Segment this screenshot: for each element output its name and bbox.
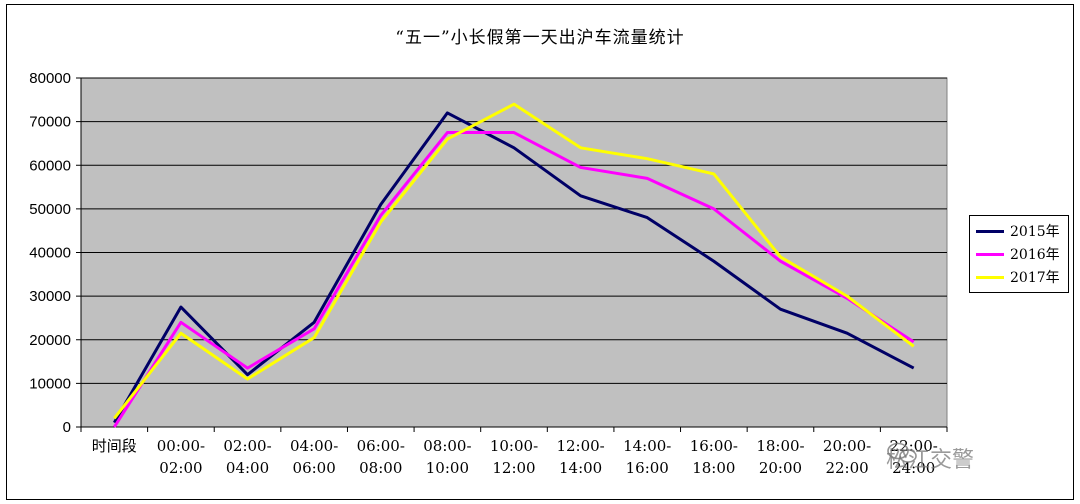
x-tick-label: 18:00-20:00	[756, 437, 804, 477]
x-tick-label: 12:00-14:00	[556, 437, 604, 477]
legend-label-2016: 2016年	[1010, 247, 1060, 263]
y-tick-label: 30000	[29, 288, 71, 305]
legend-item-2017: 2017年	[976, 266, 1060, 288]
x-tick-label: 14:00-16:00	[623, 437, 671, 477]
legend-item-2015: 2015年	[976, 220, 1060, 242]
x-tick-label: 08:00-10:00	[423, 437, 471, 477]
legend-swatch-2016	[976, 252, 1004, 256]
legend-item-2016: 2016年	[976, 243, 1060, 265]
y-tick-label: 10000	[29, 375, 71, 392]
chart-title: “五一”小长假第一天出沪车流量统计	[395, 28, 685, 48]
y-tick-label: 50000	[29, 201, 71, 218]
watermark: 松江交警	[886, 442, 974, 474]
y-tick-label: 70000	[29, 114, 71, 131]
x-tick-label: 16:00-18:00	[690, 437, 738, 477]
y-tick-label: 20000	[29, 332, 71, 349]
series-line-2015	[113, 111, 915, 424]
y-tick-label: 0	[63, 419, 71, 436]
line-chart: 0 10000 20000 30000 40000 50000 60000 70000 8000…	[29, 70, 948, 477]
x-tick-label: 10:00-12:00	[490, 437, 538, 477]
y-tick-label: 60000	[29, 157, 71, 174]
series-line-2016	[113, 131, 915, 428]
legend: 2015年 2016年 2017年	[969, 215, 1069, 293]
y-tick-label: 40000	[29, 245, 71, 262]
series-line-2017	[113, 102, 915, 420]
wechat-icon	[887, 442, 917, 463]
y-tick-label: 80000	[29, 70, 71, 87]
watermark-text: 松江交警	[886, 448, 975, 473]
x-tick-label: 00:00-02:00	[157, 437, 205, 477]
chart-frame: “五一”小长假第一天出沪车流量统计 0 10000 20000 30000 40000 5…	[6, 4, 1074, 500]
legend-swatch-2017	[976, 275, 1004, 279]
legend-label-2017: 2017年	[1010, 270, 1060, 286]
legend-label-2015: 2015年	[1010, 224, 1060, 240]
x-tick-label: 04:00-06:00	[290, 437, 338, 477]
x-tick-label: 06:00-08:00	[357, 437, 405, 477]
x-tick-label: 20:00-22:00	[823, 437, 871, 477]
legend-swatch-2015	[976, 229, 1004, 233]
x-tick-label: 时间段	[92, 437, 137, 455]
x-tick-label: 02:00-04:00	[223, 437, 271, 477]
